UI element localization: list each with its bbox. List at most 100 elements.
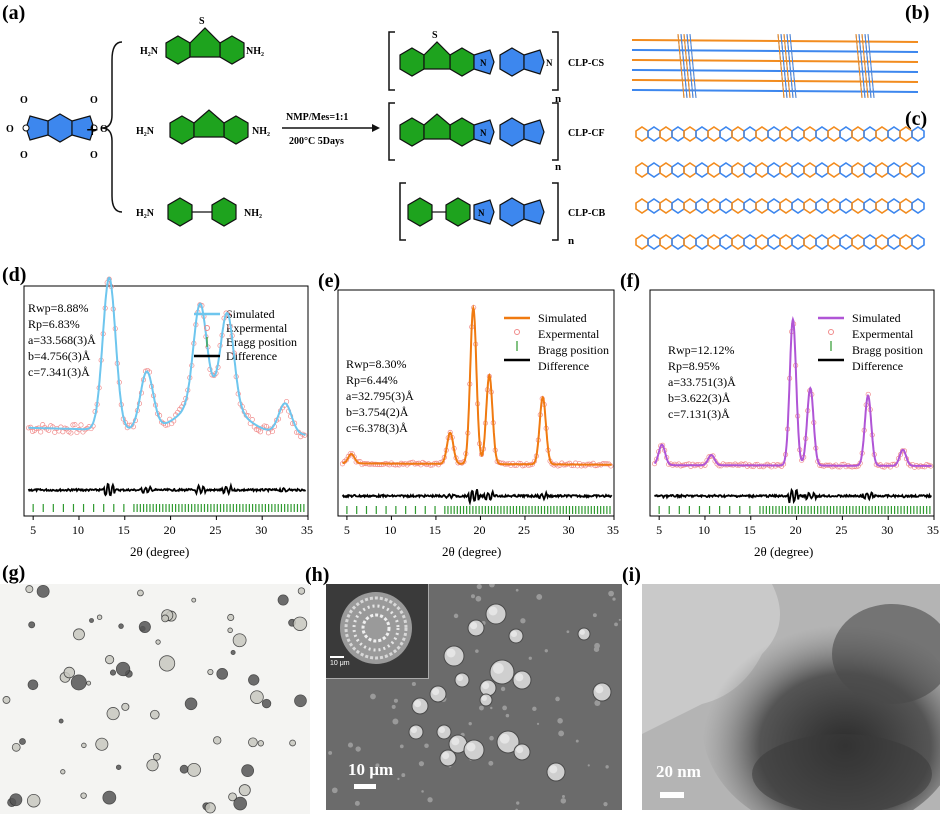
optical-particle bbox=[277, 594, 289, 606]
crystal-packing-views bbox=[631, 33, 925, 250]
xrd-figure: Rwp=8.88% Rp=6.83% a=33.568(3)Å b=4.756(… bbox=[23, 276, 939, 559]
simulated-line bbox=[342, 304, 612, 466]
sem-debris bbox=[397, 777, 400, 781]
x-tick-label: 25 bbox=[209, 523, 221, 537]
axes-frame-e bbox=[337, 289, 615, 517]
chain-hexagon bbox=[779, 234, 793, 250]
sem-debris bbox=[603, 802, 608, 807]
exp-point bbox=[756, 464, 762, 470]
sem-debris bbox=[331, 787, 338, 794]
stack-crosslink bbox=[677, 33, 685, 99]
x-tick-label: 35 bbox=[927, 523, 939, 537]
stack-crosslink bbox=[789, 33, 797, 99]
exp-point bbox=[839, 462, 845, 468]
inset-scale-bar bbox=[330, 656, 344, 658]
optical-particle bbox=[26, 793, 41, 808]
optical-particle bbox=[227, 613, 235, 621]
optical-particle bbox=[106, 707, 120, 721]
x-tick-label: 15 bbox=[429, 523, 441, 537]
chain-hexagon bbox=[899, 126, 913, 142]
chain-hexagon bbox=[875, 234, 889, 250]
amine-left-cf: H₂N bbox=[136, 126, 155, 137]
panel-label-i: (i) bbox=[622, 564, 641, 586]
chain-hexagon bbox=[767, 162, 781, 178]
chain-hexagon bbox=[659, 234, 673, 250]
chain-hexagon bbox=[863, 126, 877, 142]
chain-hexagon bbox=[803, 198, 817, 214]
optical-particle bbox=[292, 616, 308, 631]
chain-hexagon bbox=[767, 198, 781, 214]
sem-inset: 10 μm bbox=[326, 584, 429, 679]
chain-hexagon bbox=[803, 162, 817, 178]
stack-crosslink bbox=[683, 33, 691, 99]
chain-hexagon bbox=[899, 162, 913, 178]
chain-hexagon bbox=[827, 234, 841, 250]
chain-hexagon bbox=[863, 234, 877, 250]
xlabel-e: 2θ (degree) bbox=[442, 544, 501, 559]
sem-debris bbox=[560, 798, 567, 804]
exp-point bbox=[835, 464, 841, 470]
sem-debris bbox=[421, 790, 424, 793]
sem-debris bbox=[401, 773, 406, 778]
chain-hexagon bbox=[899, 234, 913, 250]
chain-hexagon bbox=[791, 198, 805, 214]
optical-particle bbox=[96, 614, 103, 620]
chain-hexagon bbox=[755, 162, 769, 178]
legend-e-exp: Expermental bbox=[538, 327, 600, 341]
condition-bottom: 200°C 5Days bbox=[289, 136, 344, 147]
exp-point bbox=[38, 429, 44, 435]
sem-highlight bbox=[549, 765, 558, 774]
sem-highlight bbox=[516, 746, 524, 754]
sem-debris bbox=[587, 764, 590, 767]
chain-hexagon bbox=[707, 198, 721, 214]
optical-particle bbox=[153, 752, 161, 761]
sem-debris bbox=[355, 746, 361, 752]
chain-hexagon bbox=[671, 162, 685, 178]
stack-crosslink bbox=[686, 33, 694, 99]
sem-debris bbox=[544, 649, 548, 653]
difference-line bbox=[653, 487, 932, 505]
stat-e-2: a=32.795(3)Å bbox=[346, 389, 414, 403]
panel-label-b: (b) bbox=[905, 2, 930, 24]
chain-hexagon bbox=[863, 162, 877, 178]
legend-f-sim: Simulated bbox=[852, 311, 901, 325]
pmda-o6: O bbox=[100, 124, 108, 135]
legend-f-exp: Expermental bbox=[852, 327, 914, 341]
chain-hexagon bbox=[719, 234, 733, 250]
inset-scale-label: 10 μm bbox=[330, 660, 350, 667]
optical-particle bbox=[289, 739, 296, 747]
stack-crosslink bbox=[780, 33, 788, 99]
chain-hexagon bbox=[647, 162, 661, 178]
stack-crosslink bbox=[783, 33, 791, 99]
optical-particle bbox=[250, 690, 264, 704]
stack-crosslink bbox=[680, 33, 688, 99]
legend-f-diff: Difference bbox=[852, 359, 903, 373]
optical-particle bbox=[179, 764, 189, 774]
stack-crosslink bbox=[855, 33, 863, 99]
stat-d-3: b=4.756(3)Å bbox=[28, 349, 91, 363]
xrd-panel-e: Rwp=8.30% Rp=6.44% a=32.795(3)Å b=3.754(… bbox=[337, 289, 615, 559]
sem-debris bbox=[515, 808, 518, 810]
condition-top: NMP/Mes=1:1 bbox=[286, 112, 348, 123]
stat-d-2: a=33.568(3)Å bbox=[28, 333, 96, 347]
sem-highlight bbox=[595, 685, 604, 694]
optical-particle bbox=[146, 759, 159, 772]
stat-e-1: Rp=6.44% bbox=[346, 373, 398, 387]
sem-debris bbox=[614, 622, 618, 627]
optical-particle bbox=[238, 784, 251, 797]
chain-hexagon bbox=[635, 234, 649, 250]
product-cs-n2: N bbox=[546, 58, 553, 68]
product-cf-n1: N bbox=[480, 128, 487, 138]
sem-debris bbox=[592, 613, 597, 618]
chain-hexagon bbox=[911, 198, 925, 214]
exp-point bbox=[68, 430, 74, 436]
sem-debris bbox=[468, 721, 472, 726]
legend-exp-swatch bbox=[828, 329, 834, 335]
chain-hexagon bbox=[887, 162, 901, 178]
optical-particle bbox=[248, 674, 260, 686]
stat-e-0: Rwp=8.30% bbox=[346, 357, 406, 371]
chain-hexagon bbox=[851, 126, 865, 142]
xlabel-d: 2θ (degree) bbox=[130, 544, 189, 559]
chain-hexagon bbox=[755, 198, 769, 214]
optical-particle bbox=[19, 738, 26, 745]
